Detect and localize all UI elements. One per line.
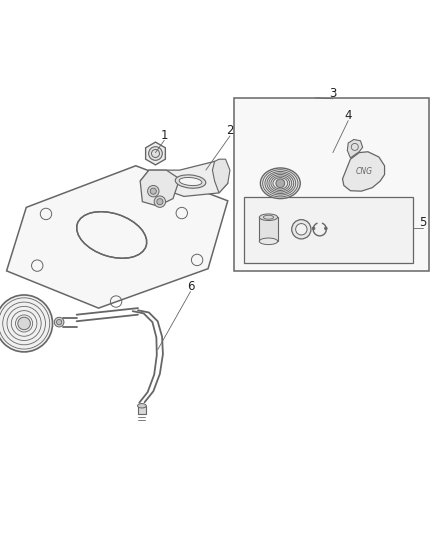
Text: 2: 2 bbox=[226, 124, 234, 137]
Polygon shape bbox=[343, 152, 385, 191]
Bar bbox=[259, 217, 278, 241]
Circle shape bbox=[0, 295, 53, 352]
Circle shape bbox=[148, 185, 159, 197]
Circle shape bbox=[57, 319, 62, 325]
Polygon shape bbox=[347, 140, 363, 158]
Polygon shape bbox=[145, 142, 166, 165]
Circle shape bbox=[296, 223, 307, 235]
Circle shape bbox=[292, 220, 311, 239]
Circle shape bbox=[154, 196, 166, 207]
Circle shape bbox=[325, 227, 327, 230]
Polygon shape bbox=[212, 159, 230, 193]
Bar bbox=[138, 406, 146, 414]
Ellipse shape bbox=[259, 238, 278, 245]
Ellipse shape bbox=[175, 175, 206, 188]
Text: 1: 1 bbox=[160, 128, 168, 142]
Ellipse shape bbox=[260, 168, 300, 199]
Bar bbox=[234, 98, 429, 271]
Text: 6: 6 bbox=[187, 280, 194, 293]
Text: 4: 4 bbox=[344, 109, 352, 122]
Text: CNG: CNG bbox=[356, 166, 373, 175]
Circle shape bbox=[276, 179, 285, 188]
Text: 5: 5 bbox=[419, 216, 426, 229]
Ellipse shape bbox=[259, 214, 278, 221]
Ellipse shape bbox=[77, 212, 147, 258]
Circle shape bbox=[150, 188, 156, 194]
Circle shape bbox=[148, 147, 162, 160]
Circle shape bbox=[312, 227, 315, 230]
Text: 3: 3 bbox=[329, 87, 336, 100]
Polygon shape bbox=[140, 161, 228, 197]
Circle shape bbox=[18, 317, 30, 330]
Ellipse shape bbox=[179, 177, 202, 185]
Circle shape bbox=[157, 199, 163, 205]
Bar bbox=[244, 197, 413, 263]
Polygon shape bbox=[140, 170, 180, 206]
Ellipse shape bbox=[138, 403, 146, 408]
Circle shape bbox=[54, 317, 64, 327]
Polygon shape bbox=[7, 166, 228, 308]
